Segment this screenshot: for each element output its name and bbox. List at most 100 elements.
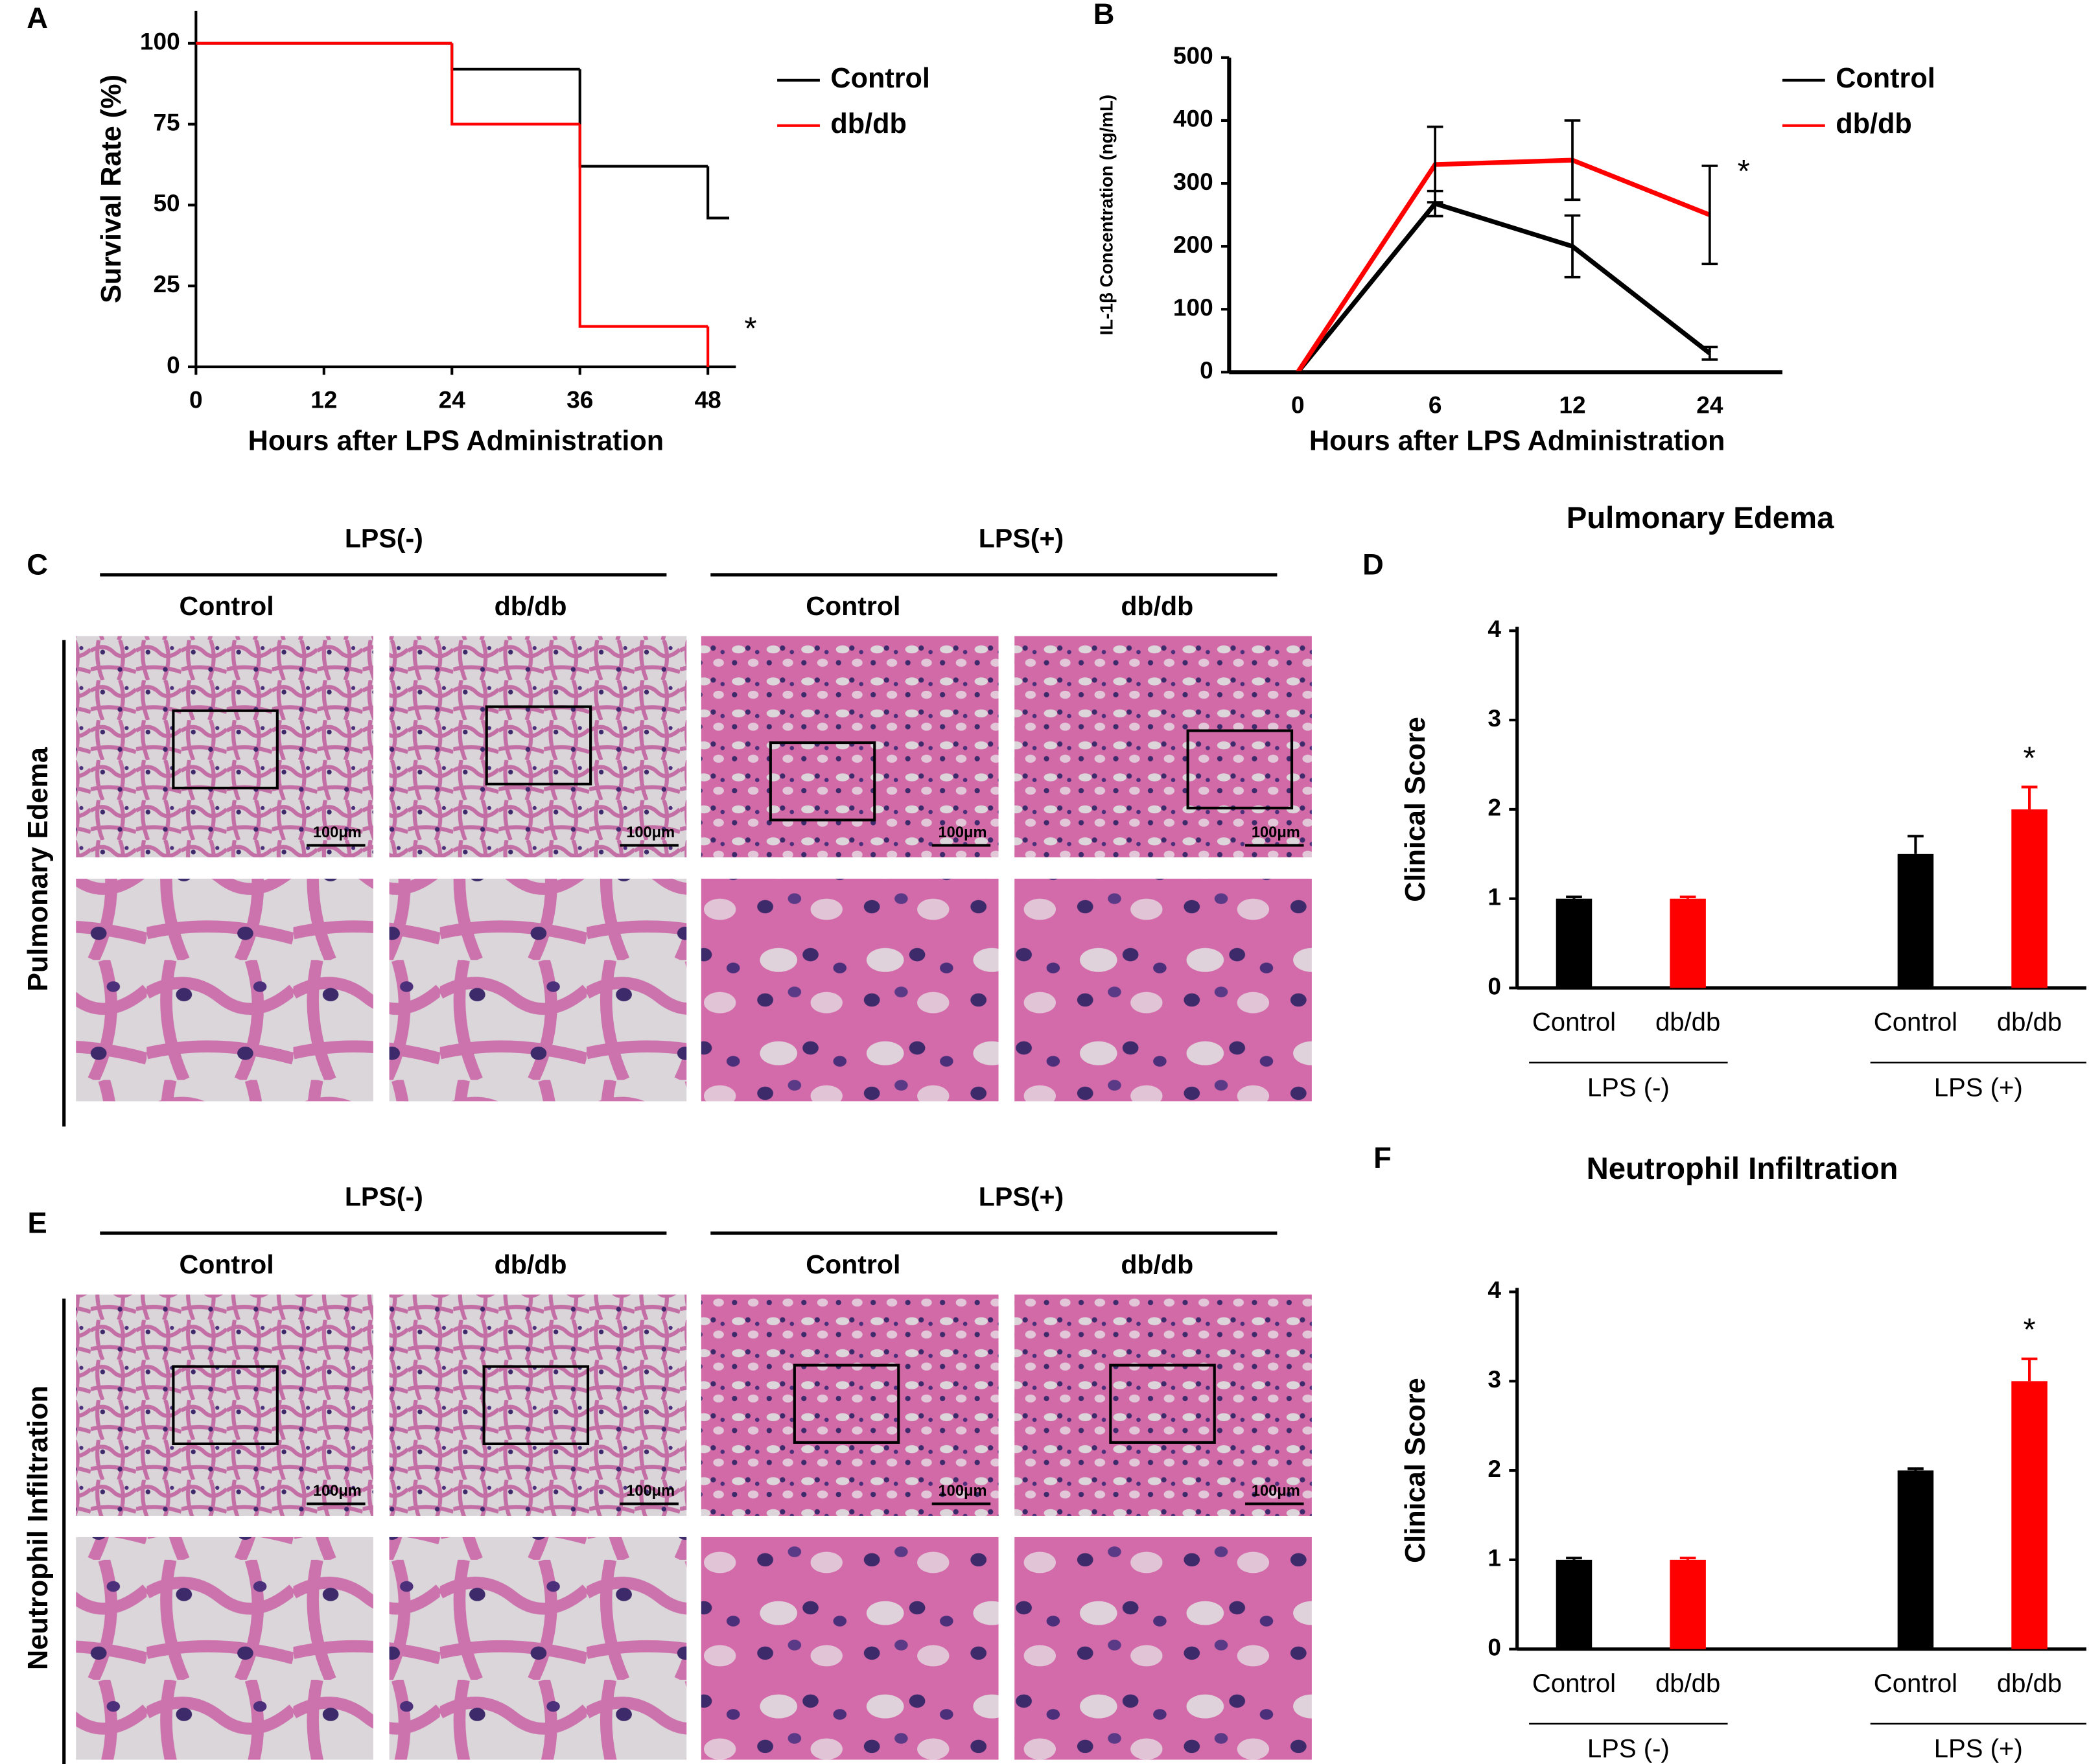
x-tick-label: Control: [1532, 1669, 1616, 1698]
error-bar: [1427, 125, 1443, 204]
bar: [1670, 898, 1706, 988]
error-bar: [2021, 785, 2038, 809]
bar: [1897, 853, 1934, 988]
error-bar: [2021, 1357, 2038, 1382]
micrograph: [1014, 1294, 1312, 1516]
y-tick-label: 4: [1488, 615, 1501, 642]
survival-step: [706, 166, 730, 220]
series-line: [1296, 157, 1711, 374]
x-tick-label: 6: [1429, 391, 1442, 419]
error-bar: [1701, 345, 1718, 361]
y-axis-label: Clinical Score: [1400, 1378, 1431, 1563]
y-axis-label: Survival Rate (%): [96, 75, 127, 303]
micrograph-zoom: [701, 878, 999, 1102]
micrograph-zoom: [1014, 878, 1312, 1102]
y-tick-label: 0: [1488, 972, 1501, 999]
group-label: LPS (-): [1587, 1735, 1670, 1763]
micrograph-zoom: [701, 1537, 999, 1760]
y-tick-label: 50: [153, 189, 180, 216]
row-label: Neutrophil Infiltration: [23, 1386, 54, 1670]
panel-letter: C: [27, 548, 48, 581]
y-tick-label: 75: [153, 108, 180, 135]
inset-box: [172, 1365, 279, 1445]
bar: [1556, 898, 1593, 988]
micrograph-zoom: [389, 878, 687, 1102]
y-tick-label: 25: [153, 270, 180, 297]
panel-letter: A: [27, 1, 48, 34]
scale-bar-label: 100μm: [626, 824, 675, 841]
bar: [2011, 809, 2048, 988]
x-tick-label: Control: [1874, 1008, 1957, 1037]
x-tick-label: 48: [695, 386, 721, 413]
group-label: LPS (+): [1934, 1735, 2023, 1763]
bar: [1897, 1470, 1934, 1649]
inset-box: [1186, 729, 1294, 809]
legend-label: Control: [1836, 63, 1935, 94]
legend-label: Control: [830, 63, 930, 94]
row-label: Pulmonary Edema: [23, 747, 54, 992]
x-tick-label: db/db: [1997, 1669, 2062, 1698]
error-bar: [1908, 835, 1924, 854]
error-bar: [1566, 1557, 1582, 1560]
error-bar: [1908, 1467, 1924, 1471]
panel-letter: B: [1093, 0, 1115, 30]
y-tick-label: 300: [1173, 168, 1213, 195]
y-tick-label: 0: [1488, 1633, 1501, 1660]
y-tick-label: 100: [1173, 294, 1213, 321]
inset-box: [172, 709, 279, 790]
column-label: Control: [180, 591, 274, 621]
column-label: db/db: [1121, 591, 1193, 621]
y-tick-label: 3: [1488, 1365, 1501, 1393]
panel-letter: E: [28, 1207, 47, 1240]
inset-box: [1109, 1364, 1216, 1444]
inset-box: [769, 741, 876, 822]
series-line: [1296, 200, 1712, 374]
micrograph: [389, 636, 687, 857]
bar: [1556, 1559, 1593, 1649]
scale-bar-label: 100μm: [939, 824, 987, 841]
annotation: *: [2023, 1312, 2035, 1348]
x-tick-label: db/db: [1655, 1008, 1720, 1037]
inset-box: [485, 705, 592, 785]
micrograph: [1014, 636, 1312, 857]
x-tick-label: Control: [1874, 1669, 1957, 1698]
scale-bar-label: 100μm: [1252, 1483, 1300, 1500]
group-label: LPS (-): [1587, 1073, 1670, 1102]
micrograph-zoom: [1014, 1537, 1312, 1760]
y-tick-label: 200: [1173, 231, 1213, 258]
error-bar: [1679, 895, 1696, 899]
x-axis-label: Hours after LPS Administration: [1309, 426, 1725, 457]
scale-bar-label: 100μm: [939, 1483, 987, 1500]
y-tick-label: 2: [1488, 1455, 1501, 1482]
survival-step: [578, 69, 708, 168]
chart-title: Neutrophil Infiltration: [1587, 1152, 1898, 1186]
column-label: Control: [806, 591, 900, 621]
micrograph: [76, 636, 373, 857]
inset-box: [793, 1364, 900, 1444]
column-label: Control: [180, 1249, 274, 1279]
annotation: *: [1738, 154, 1750, 189]
survival-step: [450, 43, 580, 126]
x-tick-label: 24: [439, 386, 466, 413]
group-label: LPS(-): [345, 1181, 423, 1211]
x-tick-label: 0: [189, 386, 203, 413]
annotation: *: [744, 311, 756, 347]
y-axis-label: IL-1β Concentration (ng/mL): [1097, 95, 1117, 335]
survival-step: [450, 43, 580, 71]
scale-bar-label: 100μm: [626, 1483, 675, 1500]
bar: [2011, 1381, 2048, 1649]
panel-letter: F: [1373, 1141, 1392, 1174]
error-bar: [1564, 119, 1581, 202]
scale-bar-label: 100μm: [313, 824, 362, 841]
group-label: LPS(+): [979, 1181, 1064, 1211]
y-tick-label: 4: [1488, 1276, 1501, 1303]
legend-label: db/db: [830, 108, 907, 139]
y-tick-label: 100: [140, 28, 180, 55]
error-bar: [1679, 1557, 1696, 1560]
y-tick-label: 400: [1173, 105, 1213, 132]
x-tick-label: db/db: [1997, 1008, 2062, 1037]
y-tick-label: 1: [1488, 1544, 1501, 1572]
y-tick-label: 3: [1488, 704, 1501, 732]
x-tick-label: Control: [1532, 1008, 1616, 1037]
survival-step: [578, 124, 708, 328]
